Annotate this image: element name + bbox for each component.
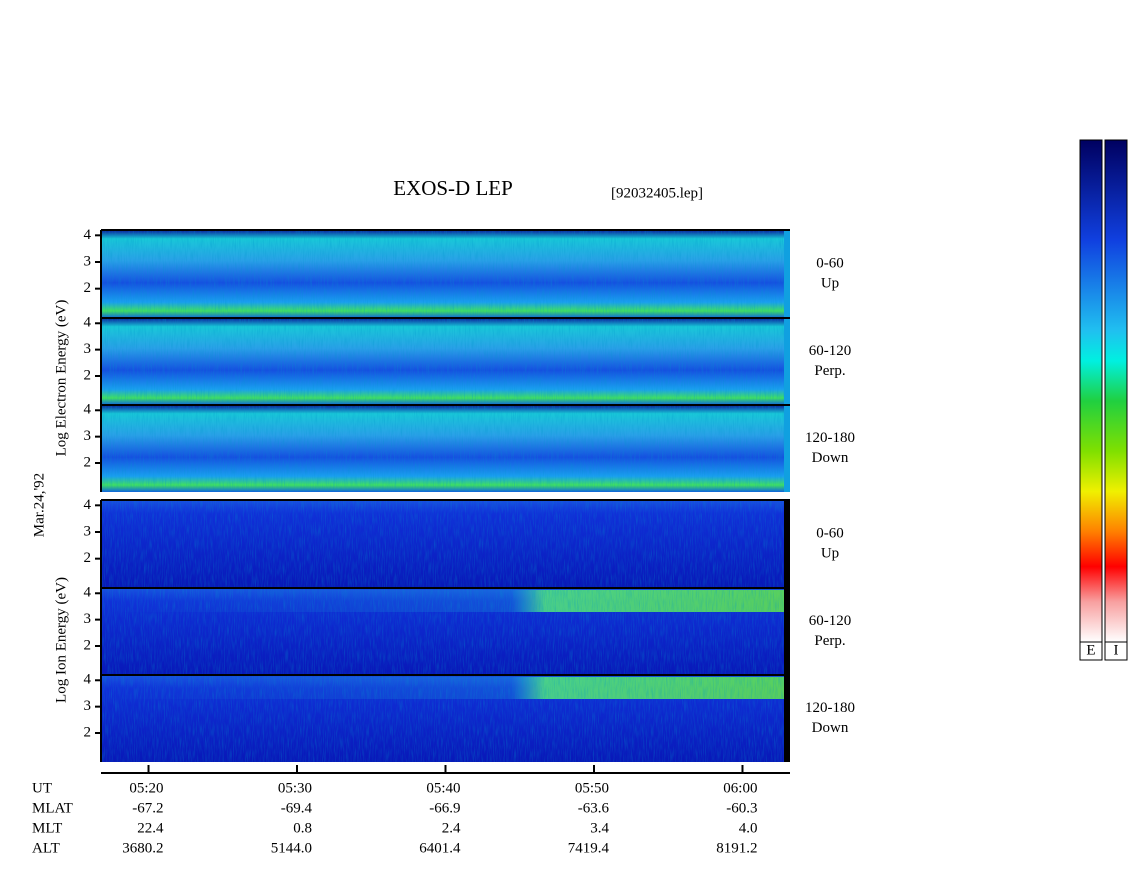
table-cell: 22.4 (137, 820, 164, 836)
table-cell: -69.4 (281, 800, 313, 816)
y-tick-label: 3 (84, 611, 92, 627)
title: EXOS-D LEP (393, 176, 513, 200)
table-cell: 6401.4 (419, 840, 461, 856)
x-tick-label: 05:40 (426, 780, 460, 796)
color-bar (1079, 139, 1103, 643)
table-cell: -63.6 (578, 800, 610, 816)
x-tick-label: 06:00 (723, 780, 757, 796)
spectrogram-noise (101, 675, 784, 762)
y-tick-label: 4 (84, 227, 92, 243)
y-tick-label: 3 (84, 253, 92, 269)
x-tick-label: 05:30 (278, 780, 312, 796)
y-tick-label: 4 (84, 497, 92, 513)
spectrogram-noise (101, 230, 784, 318)
x-tick-label: 05:20 (129, 780, 163, 796)
table-cell: -60.3 (726, 800, 757, 816)
y-tick-label: 3 (84, 341, 92, 357)
panel-edge (784, 675, 790, 762)
angle-label: 0-60 (816, 255, 844, 271)
table-cell: 0.8 (293, 820, 312, 836)
spectrogram-noise (101, 588, 784, 675)
row-label: ALT (32, 840, 60, 856)
file-name: [92032405.lep] (611, 185, 703, 201)
direction-label: Perp. (814, 363, 845, 379)
table-cell: 5144.0 (271, 840, 312, 856)
panel-edge (784, 230, 790, 318)
date-label: Mar.24,'92 (31, 473, 47, 537)
direction-label: Up (821, 275, 839, 291)
table-cell: 3.4 (590, 820, 609, 836)
direction-label: Down (812, 720, 849, 736)
y-tick-label: 2 (84, 724, 92, 740)
spectrogram-noise (101, 318, 784, 405)
y-tick-label: 2 (84, 550, 92, 566)
color-bar (1104, 139, 1128, 643)
table-cell: 7419.4 (568, 840, 610, 856)
panel-edge (784, 318, 790, 405)
angle-label: 60-120 (809, 613, 852, 629)
color-bar-label: I (1114, 642, 1119, 658)
row-label: MLT (32, 820, 62, 836)
y-tick-label: 4 (84, 315, 92, 331)
direction-label: Perp. (814, 633, 845, 649)
y-tick-label: 3 (84, 428, 92, 444)
color-bar-label: E (1086, 642, 1095, 658)
table-cell: 3680.2 (122, 840, 163, 856)
angle-label: 60-120 (809, 343, 852, 359)
table-cell: -67.2 (132, 800, 163, 816)
y-tick-label: 4 (84, 672, 92, 688)
table-cell: 8191.2 (716, 840, 757, 856)
table-cell: 4.0 (739, 820, 758, 836)
y-tick-label: 2 (84, 280, 92, 296)
angle-label: 120-180 (805, 700, 855, 716)
direction-label: Up (821, 545, 839, 561)
table-cell: 2.4 (442, 820, 461, 836)
y-tick-label: 3 (84, 698, 92, 714)
y-tick-label: 2 (84, 367, 92, 383)
y-tick-label: 2 (84, 637, 92, 653)
x-tick-label: 05:50 (575, 780, 609, 796)
spectrogram-noise (101, 405, 784, 492)
direction-label: Down (812, 450, 849, 466)
table-cell: -66.9 (429, 800, 460, 816)
y-tick-label: 4 (84, 402, 92, 418)
color-bar-label-box (1079, 641, 1103, 661)
panel-edge (784, 405, 790, 492)
angle-label: 120-180 (805, 430, 855, 446)
ion-axis-label: Log Ion Energy (eV) (53, 577, 69, 703)
y-tick-label: 4 (84, 585, 92, 601)
row-label: MLAT (32, 800, 73, 816)
spectrogram-noise (101, 500, 784, 588)
panel-edge (784, 588, 790, 675)
y-tick-label: 3 (84, 523, 92, 539)
color-bar-label-box (1104, 641, 1128, 661)
panel-edge (784, 500, 790, 588)
electron-axis-label: Log Electron Energy (eV) (53, 300, 69, 457)
row-label: UT (32, 780, 52, 796)
angle-label: 0-60 (816, 525, 844, 541)
y-tick-label: 2 (84, 454, 92, 470)
